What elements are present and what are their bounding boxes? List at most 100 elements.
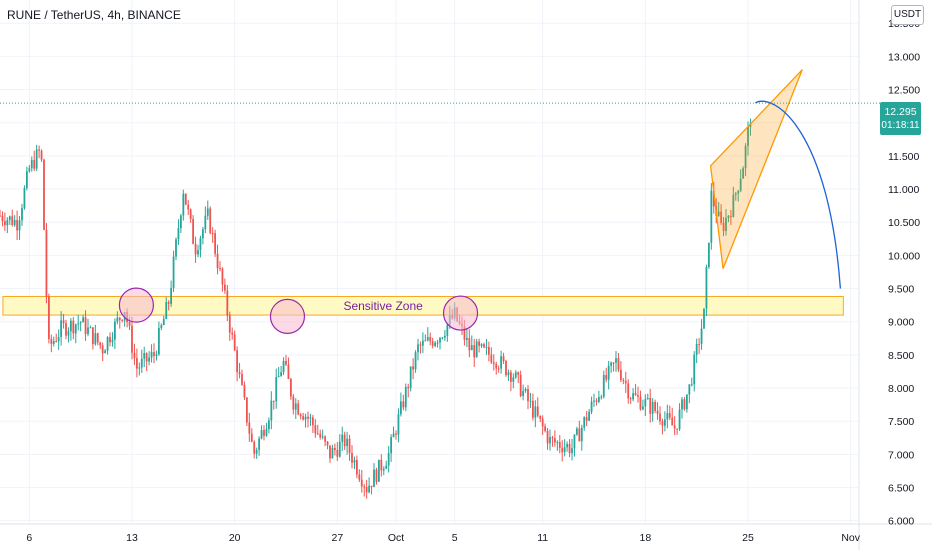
currency-button[interactable]: USDT bbox=[891, 5, 924, 25]
candle bbox=[370, 485, 373, 495]
candle-body bbox=[304, 416, 307, 420]
candle-body bbox=[219, 268, 221, 270]
candle-body bbox=[111, 339, 114, 343]
candle-body bbox=[693, 354, 696, 385]
candle bbox=[82, 314, 85, 323]
candle bbox=[338, 434, 341, 458]
candle-body bbox=[206, 208, 209, 216]
candle-body bbox=[148, 357, 151, 362]
candle-body bbox=[463, 326, 466, 340]
candle bbox=[661, 418, 664, 435]
candle-body bbox=[47, 296, 50, 340]
candle bbox=[395, 430, 397, 440]
candle-body bbox=[265, 429, 268, 436]
candle-body bbox=[329, 445, 331, 459]
candle-body bbox=[622, 379, 625, 381]
candle-body bbox=[233, 334, 236, 351]
candle bbox=[544, 423, 547, 433]
candle-body bbox=[700, 328, 703, 344]
candle bbox=[632, 388, 635, 402]
time-tick-label: 27 bbox=[331, 532, 343, 544]
candle-body bbox=[18, 220, 21, 231]
candle-body bbox=[549, 437, 551, 444]
candle-body bbox=[285, 360, 287, 365]
candle bbox=[170, 280, 173, 307]
candle-body bbox=[431, 341, 434, 346]
candle-body bbox=[424, 340, 427, 342]
time-tick-label: Nov bbox=[841, 532, 860, 544]
candle-body bbox=[360, 479, 363, 487]
candle-body bbox=[512, 377, 515, 382]
candle-body bbox=[145, 353, 148, 362]
candle bbox=[47, 293, 50, 344]
candle bbox=[153, 343, 155, 364]
candle bbox=[685, 394, 688, 413]
candle bbox=[104, 348, 107, 354]
price-tick-label: 11.000 bbox=[888, 184, 919, 196]
candle-body bbox=[407, 386, 410, 389]
candle bbox=[304, 413, 307, 428]
candle-body bbox=[446, 324, 449, 336]
candle bbox=[727, 215, 730, 223]
candle bbox=[487, 341, 490, 362]
candle-body bbox=[502, 356, 505, 362]
candle-body bbox=[292, 396, 295, 410]
candle bbox=[289, 377, 292, 400]
candle-body bbox=[605, 375, 608, 380]
candle-body bbox=[583, 417, 586, 428]
candle bbox=[133, 343, 136, 365]
candle bbox=[490, 347, 493, 364]
candle-body bbox=[629, 398, 632, 400]
candle-body bbox=[143, 353, 146, 359]
candle-body bbox=[600, 396, 603, 398]
candle-body bbox=[649, 397, 652, 414]
candle-body bbox=[79, 322, 82, 324]
candle-body bbox=[113, 321, 116, 340]
price-tick-label: 7.500 bbox=[888, 416, 914, 428]
grid-layer bbox=[0, 0, 858, 524]
candle-body bbox=[414, 352, 417, 370]
candle-body bbox=[43, 159, 45, 230]
candle-body bbox=[722, 222, 725, 231]
candle-body bbox=[443, 335, 446, 338]
candle-body bbox=[690, 384, 693, 386]
candle-body bbox=[651, 401, 654, 414]
candle-body bbox=[299, 414, 302, 417]
candle-body bbox=[485, 346, 488, 348]
candle bbox=[644, 394, 647, 417]
candle-body bbox=[351, 453, 353, 463]
candle-body bbox=[282, 360, 285, 373]
candle bbox=[194, 236, 197, 263]
candle bbox=[619, 361, 622, 383]
candle-body bbox=[157, 328, 160, 355]
candle bbox=[321, 429, 324, 440]
candle bbox=[524, 387, 527, 393]
candle bbox=[610, 361, 613, 373]
candle-body bbox=[380, 459, 383, 471]
candle bbox=[3, 212, 6, 232]
candle-body bbox=[84, 317, 87, 335]
candle bbox=[710, 183, 713, 250]
candle bbox=[671, 407, 674, 426]
candle-body bbox=[561, 447, 564, 453]
candle bbox=[693, 351, 696, 392]
candle-body bbox=[11, 216, 14, 226]
candle-body bbox=[487, 346, 490, 355]
candle bbox=[165, 296, 168, 320]
candle bbox=[326, 440, 329, 450]
candle bbox=[187, 200, 190, 215]
candle-body bbox=[390, 437, 393, 454]
candle-body bbox=[121, 319, 124, 321]
candle-body bbox=[331, 447, 334, 459]
candle bbox=[219, 261, 221, 272]
candle-body bbox=[634, 393, 637, 395]
candle-body bbox=[353, 460, 356, 463]
candle bbox=[302, 412, 305, 421]
candle bbox=[272, 400, 275, 410]
candle bbox=[465, 329, 468, 348]
candle bbox=[377, 459, 380, 482]
candle bbox=[270, 391, 273, 430]
candle bbox=[744, 143, 747, 177]
candle bbox=[233, 330, 236, 352]
